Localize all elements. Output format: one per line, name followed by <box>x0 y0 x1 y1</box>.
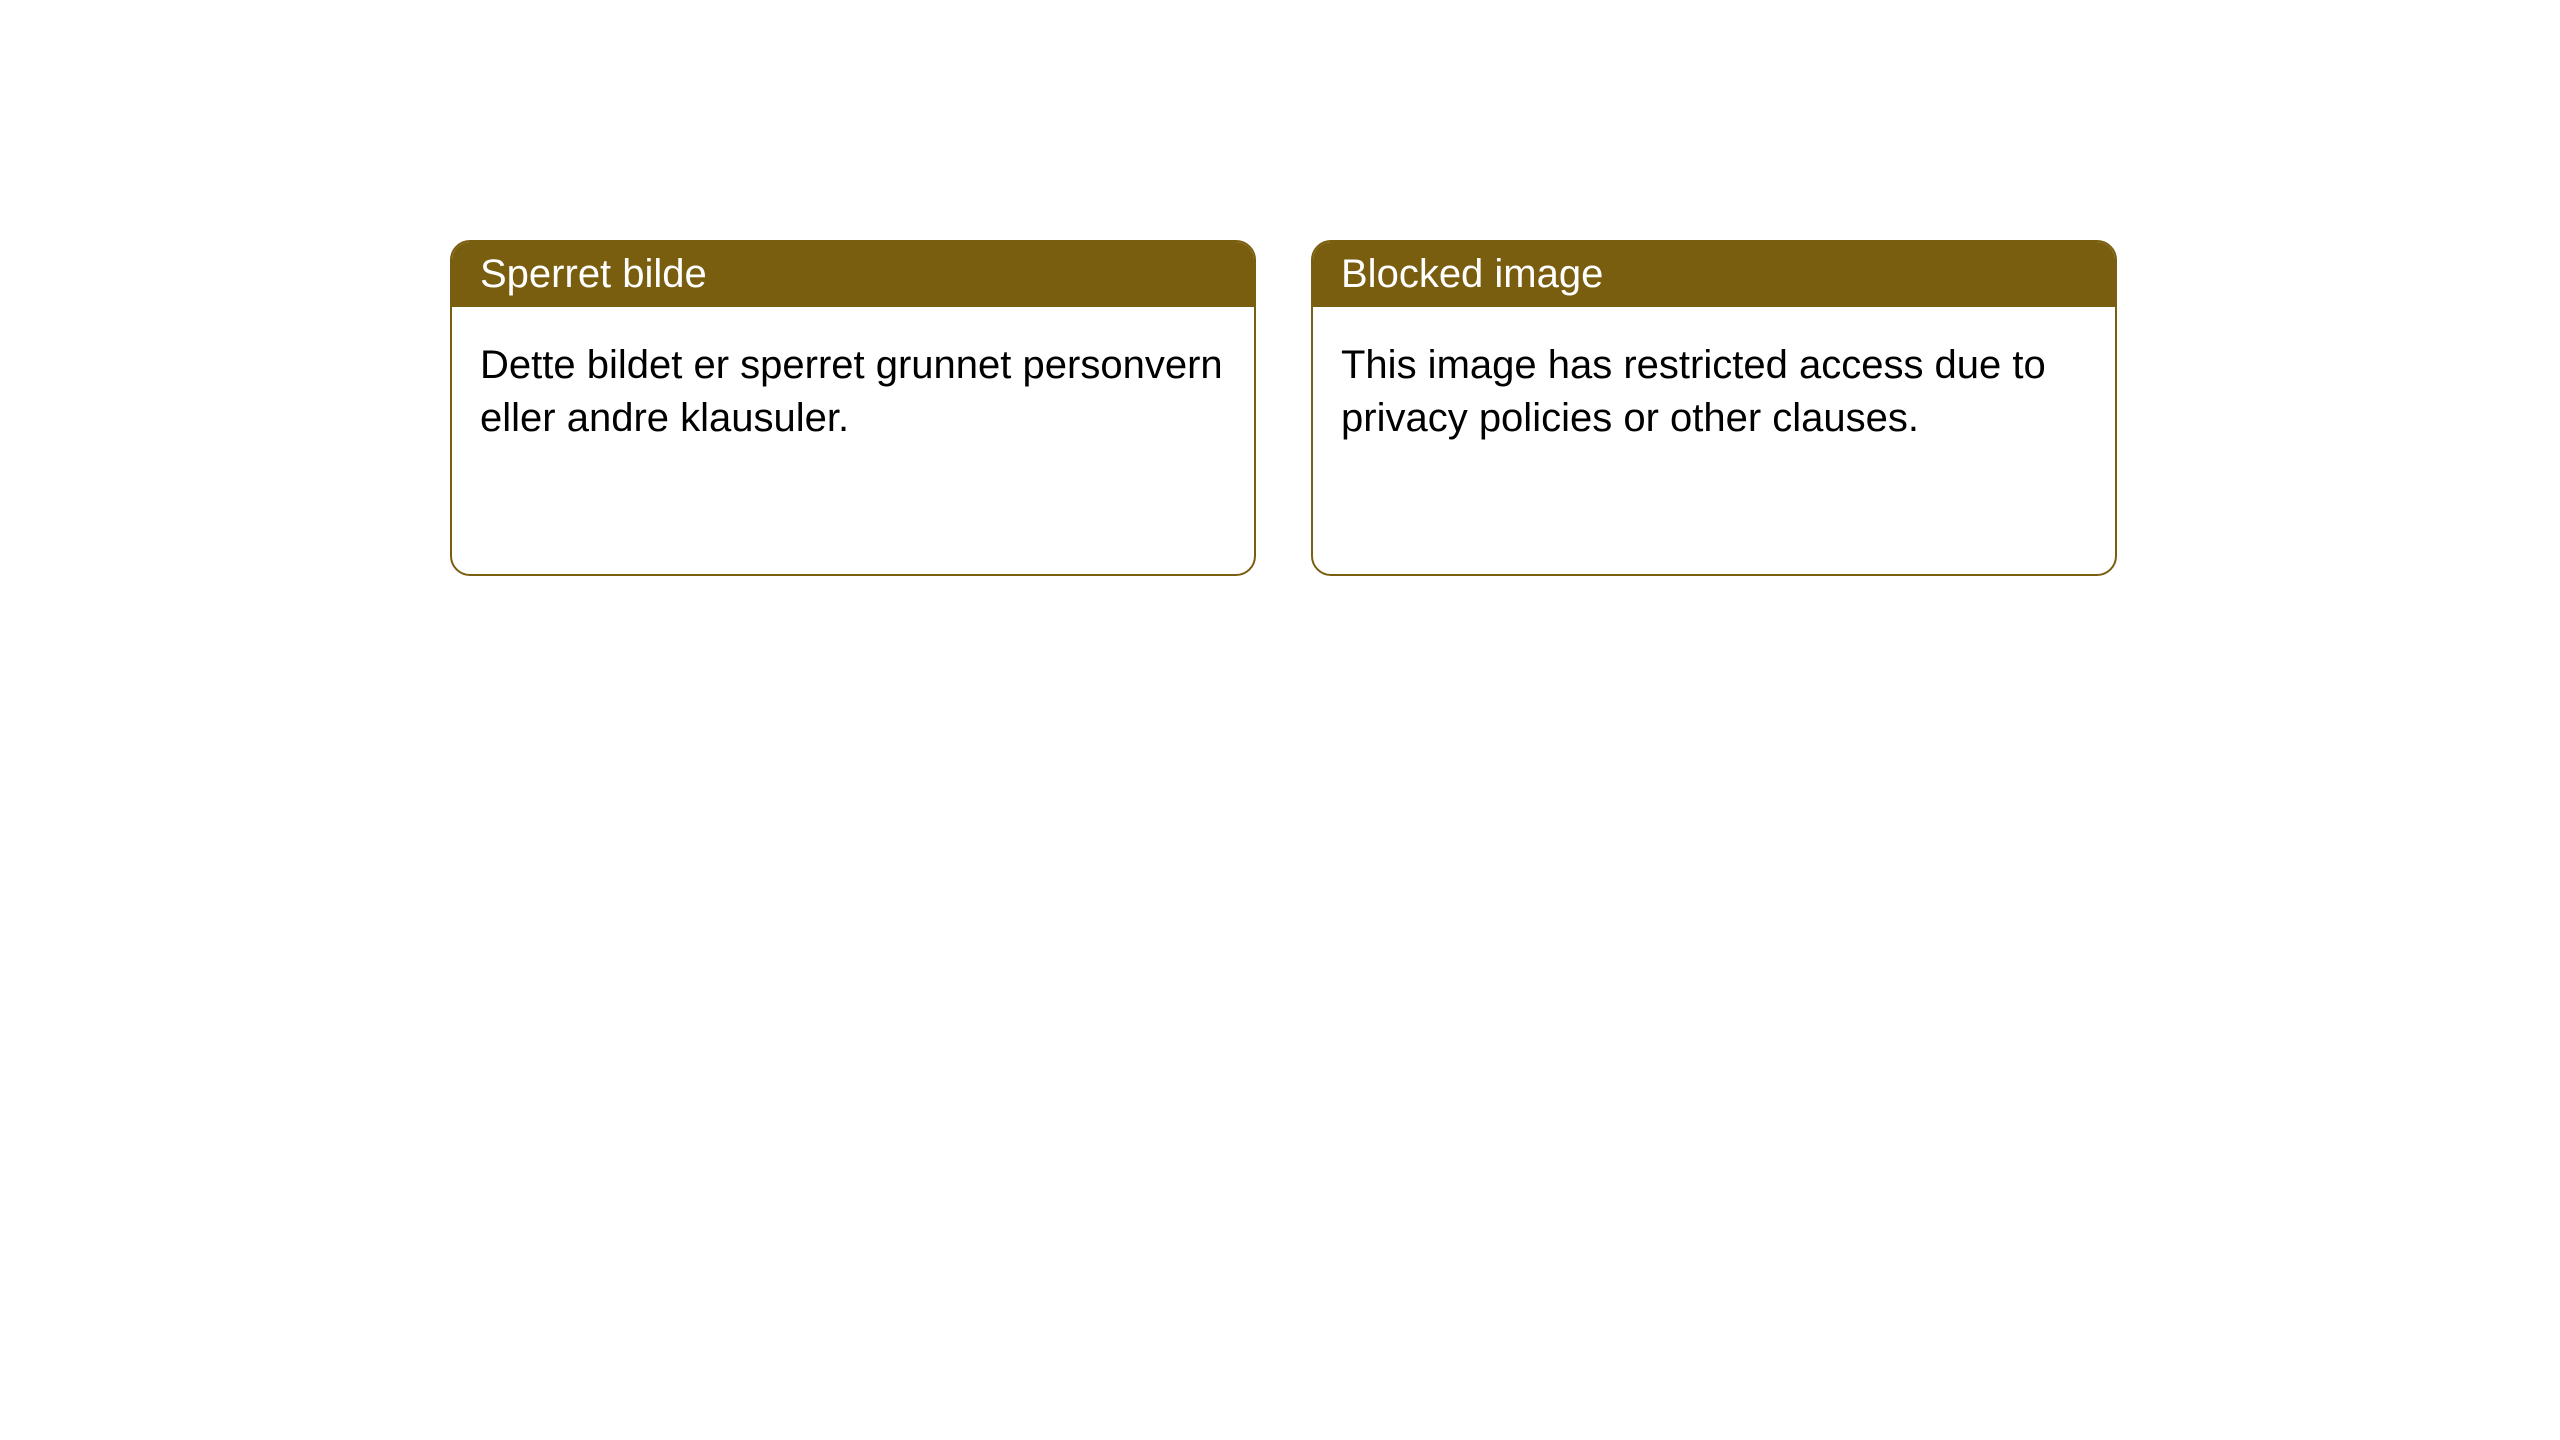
notice-card-body: This image has restricted access due to … <box>1313 307 2115 477</box>
notice-card-norwegian: Sperret bilde Dette bildet er sperret gr… <box>450 240 1256 576</box>
notice-card-title: Sperret bilde <box>452 242 1254 307</box>
notice-card-body: Dette bildet er sperret grunnet personve… <box>452 307 1254 477</box>
notice-cards-container: Sperret bilde Dette bildet er sperret gr… <box>0 0 2560 576</box>
notice-card-english: Blocked image This image has restricted … <box>1311 240 2117 576</box>
notice-card-title: Blocked image <box>1313 242 2115 307</box>
